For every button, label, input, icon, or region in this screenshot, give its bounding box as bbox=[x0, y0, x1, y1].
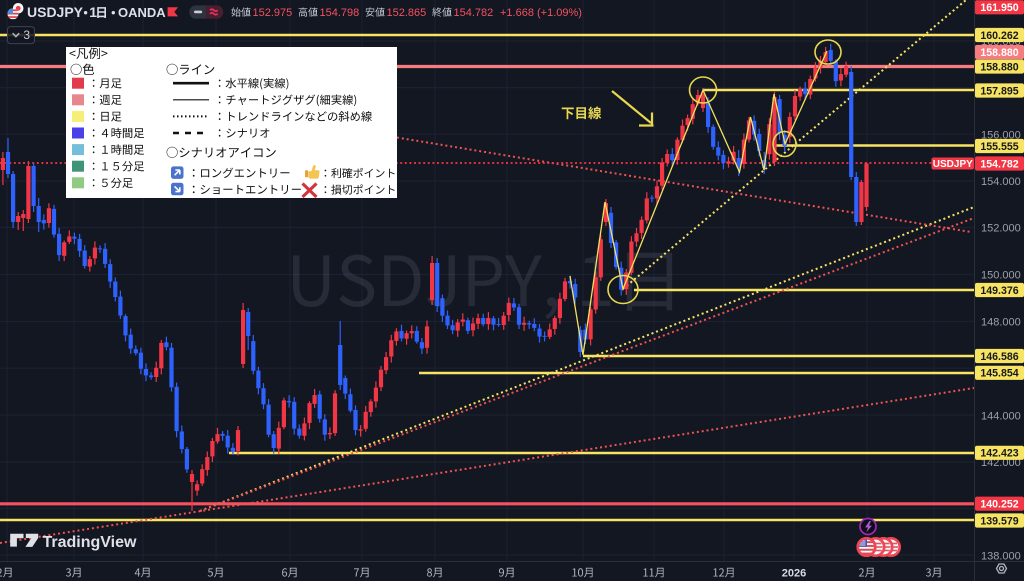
svg-text:156.000: 156.000 bbox=[981, 130, 1021, 142]
svg-text:155.555: 155.555 bbox=[980, 141, 1018, 153]
svg-text:161.950: 161.950 bbox=[980, 2, 1018, 14]
svg-text:154.000: 154.000 bbox=[981, 176, 1021, 188]
svg-text:OANDA: OANDA bbox=[118, 5, 166, 20]
svg-text:158.880: 158.880 bbox=[980, 47, 1018, 59]
svg-text:+1.668 (+1.09%): +1.668 (+1.09%) bbox=[500, 7, 582, 19]
svg-text:152.975: 152.975 bbox=[253, 7, 293, 19]
svg-text:140.252: 140.252 bbox=[980, 499, 1018, 511]
svg-text:154.798: 154.798 bbox=[320, 7, 360, 19]
svg-text:160.262: 160.262 bbox=[980, 30, 1018, 42]
svg-text:152.000: 152.000 bbox=[981, 222, 1021, 234]
svg-text:148.000: 148.000 bbox=[981, 316, 1021, 328]
svg-text:139.579: 139.579 bbox=[980, 515, 1018, 527]
svg-text:154.782: 154.782 bbox=[454, 7, 494, 19]
svg-text:152.865: 152.865 bbox=[387, 7, 427, 19]
svg-text:142.423: 142.423 bbox=[980, 448, 1018, 460]
svg-text:1: 1 bbox=[89, 4, 97, 20]
svg-text:138.000: 138.000 bbox=[981, 550, 1021, 562]
svg-text:USDJPY: USDJPY bbox=[27, 4, 84, 20]
svg-text:157.895: 157.895 bbox=[980, 85, 1018, 97]
svg-text:154.782: 154.782 bbox=[980, 158, 1018, 170]
svg-text:2026: 2026 bbox=[782, 568, 806, 580]
svg-text:USDJPY: USDJPY bbox=[933, 159, 973, 170]
svg-text:TradingView: TradingView bbox=[43, 534, 138, 551]
svg-text:146.586: 146.586 bbox=[980, 351, 1018, 363]
svg-text:3: 3 bbox=[23, 28, 30, 42]
svg-text:144.000: 144.000 bbox=[981, 410, 1021, 422]
svg-text:150.000: 150.000 bbox=[981, 269, 1021, 281]
svg-text:158.880: 158.880 bbox=[980, 61, 1018, 73]
svg-text:145.854: 145.854 bbox=[980, 368, 1018, 380]
svg-text:149.376: 149.376 bbox=[980, 285, 1018, 297]
